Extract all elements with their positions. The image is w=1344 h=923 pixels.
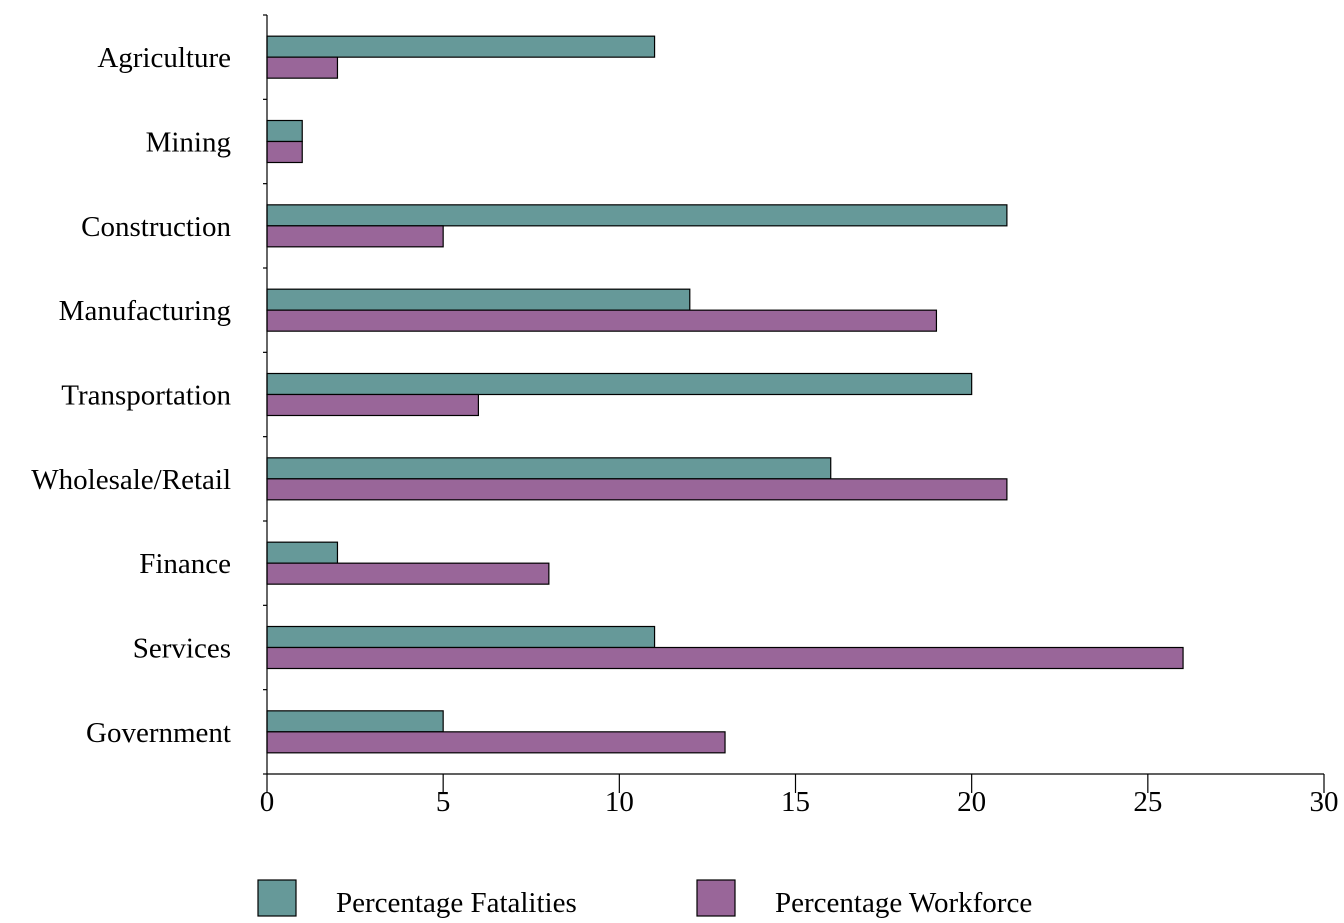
legend-swatch-fatalities — [257, 879, 297, 917]
bar-fatalities-construction — [266, 204, 1008, 227]
legend: Percentage Fatalities Percentage Workforc… — [257, 879, 1032, 919]
bar-workforce-mining — [266, 140, 303, 164]
bar-fatalities-manufacturing — [266, 288, 691, 311]
x-tick-label: 30 — [1310, 786, 1339, 818]
bar-fatalities-finance — [266, 541, 339, 564]
legend-swatch-workforce — [696, 879, 736, 917]
bar-workforce-finance — [266, 562, 550, 585]
bar-fatalities-government — [266, 710, 444, 733]
category-label: Agriculture — [97, 42, 231, 74]
x-tick-label: 25 — [1133, 786, 1162, 818]
category-label: Wholesale/Retail — [31, 464, 231, 496]
bar-workforce-government — [266, 731, 726, 754]
bar-workforce-services — [266, 646, 1184, 670]
bar-workforce-agriculture — [266, 56, 339, 79]
axes-layer — [263, 14, 1325, 793]
bar-workforce-manufacturing — [266, 309, 938, 332]
category-label: Construction — [81, 211, 231, 243]
category-label: Manufacturing — [59, 295, 231, 327]
bar-fatalities-wholesale-retail — [266, 457, 832, 480]
bar-workforce-transportation — [266, 393, 479, 417]
bar-fatalities-agriculture — [266, 35, 656, 58]
bar-fatalities-mining — [266, 119, 303, 143]
x-tick-label: 0 — [260, 786, 275, 818]
labels-layer: Agriculture Mining Construction Manufacturi… — [31, 42, 1338, 818]
x-tick-label: 5 — [436, 786, 451, 818]
category-label: Transportation — [61, 380, 231, 412]
bar-fatalities-services — [266, 625, 656, 649]
bar-fatalities-transportation — [266, 372, 973, 396]
x-tick-label: 15 — [781, 786, 810, 818]
category-label: Services — [133, 633, 231, 665]
bars-layer — [266, 35, 1184, 754]
legend-label-workforce: Percentage Workforce — [775, 887, 1032, 918]
x-tick-label: 20 — [957, 786, 986, 818]
legend-label-fatalities: Percentage Fatalities — [336, 887, 577, 918]
bar-workforce-wholesale-retail — [266, 478, 1008, 501]
x-tick-label: 10 — [605, 786, 634, 818]
category-label: Finance — [139, 548, 231, 580]
bar-workforce-construction — [266, 225, 444, 248]
category-label: Mining — [146, 127, 231, 159]
category-label: Government — [86, 717, 231, 749]
